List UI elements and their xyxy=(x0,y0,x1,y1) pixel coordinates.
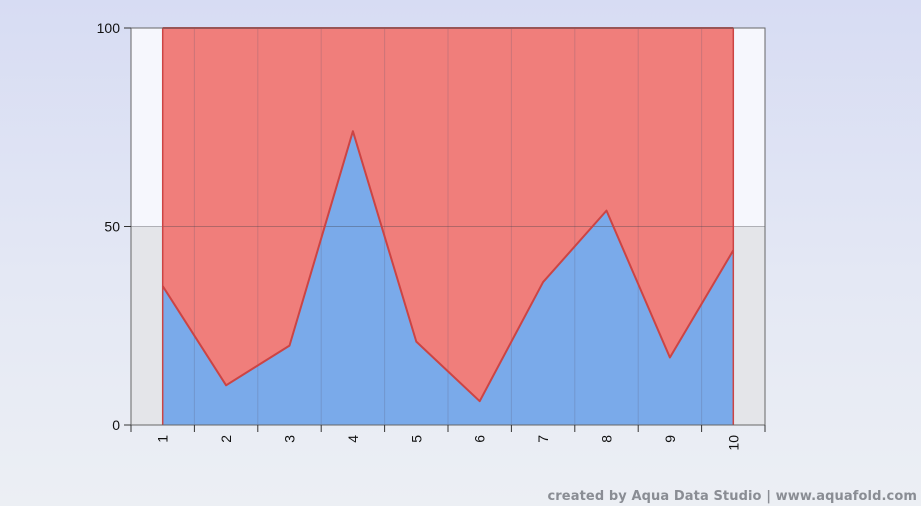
watermark: created by Aqua Data Studio | www.aquafo… xyxy=(547,489,917,504)
area-series-2 xyxy=(162,28,734,402)
y-tick-label: 0 xyxy=(112,417,120,433)
x-tick-label: 8 xyxy=(599,435,615,443)
grid-lines xyxy=(131,28,765,425)
y-tick-label: 100 xyxy=(97,20,121,36)
x-tick-label: 9 xyxy=(662,435,678,443)
x-tick-label: 3 xyxy=(282,435,298,443)
y-tick-label: 50 xyxy=(104,219,120,235)
x-tick-label: 4 xyxy=(345,435,361,443)
series-1-line xyxy=(161,130,735,403)
x-tick-label: 10 xyxy=(725,435,741,451)
x-tick-label: 5 xyxy=(408,435,424,443)
x-axis: 1 2 3 4 5 6 7 8 9 10 xyxy=(130,425,766,451)
x-tick-label: 2 xyxy=(218,435,234,443)
y-axis: 0 50 100 xyxy=(97,20,131,433)
area-series-group xyxy=(162,28,734,425)
x-tick-label: 6 xyxy=(472,435,488,443)
x-tick-label: 7 xyxy=(535,435,551,443)
x-tick-label: 1 xyxy=(155,435,171,443)
area-series-1 xyxy=(162,131,734,425)
